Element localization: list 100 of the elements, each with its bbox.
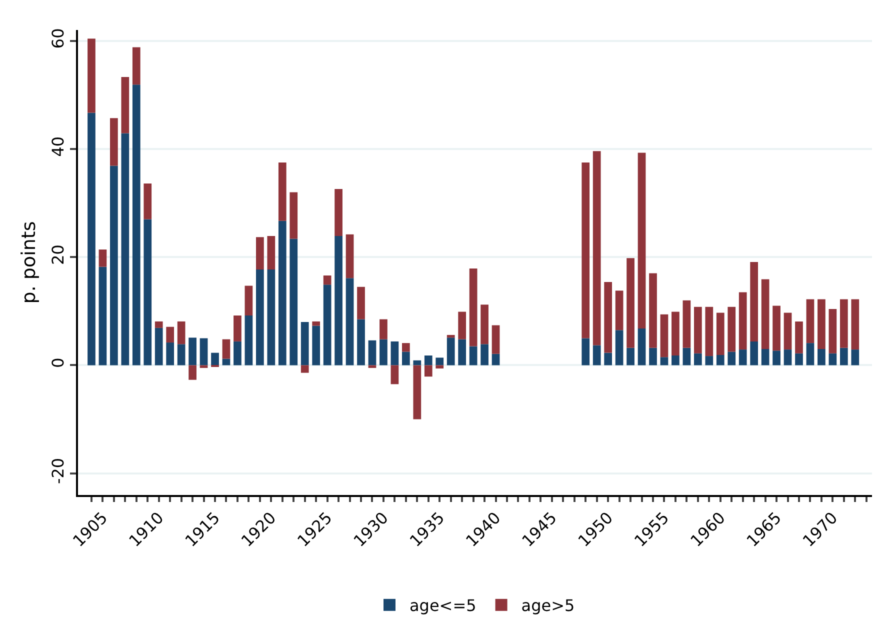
bar [132,84,140,366]
bar [682,300,691,348]
bar [121,77,130,134]
y-tick-label: 20 [48,244,68,265]
bar [626,258,634,348]
bar [592,345,601,366]
bar [604,352,612,366]
bar [121,133,130,366]
bar [357,319,365,366]
bar [402,352,410,366]
bar [660,357,668,366]
bar [380,339,388,366]
bar [144,184,152,220]
bar [728,306,736,352]
bar [469,268,478,346]
y-axis-title: p. points [18,221,40,304]
bar [166,326,174,343]
bar [110,166,118,366]
bar [818,349,826,366]
bar [424,356,432,366]
bar [300,365,309,373]
bar [638,328,646,366]
bar [222,358,230,366]
bar [672,312,680,356]
bar [806,299,814,344]
bar [88,38,96,113]
bar [222,339,230,359]
bar [750,262,758,342]
bar [346,278,354,366]
bar [480,344,488,366]
bar [772,350,780,366]
bar [368,365,376,368]
bar [738,350,747,366]
bar [244,286,253,316]
bar [795,321,803,354]
bar [469,346,478,366]
bar [132,47,140,85]
bar [638,152,646,328]
bar [772,306,780,351]
bar [278,220,286,366]
bar [334,236,342,366]
bar [672,356,680,366]
bar [761,349,770,366]
bar [828,353,837,366]
bar [154,328,163,366]
bar [694,306,702,354]
bar [413,360,422,366]
bar [738,292,747,350]
bar [300,322,309,366]
bar [446,334,455,338]
bar [166,342,174,366]
bar [380,319,388,340]
bar [244,315,253,366]
bar [436,365,444,368]
bar [851,350,860,366]
y-tick-label: 60 [48,28,68,49]
bar [402,343,410,352]
bar [840,299,848,348]
y-tick-label: -20 [48,458,68,484]
bar [390,365,399,384]
bar [458,339,466,366]
bar [716,354,724,366]
bar [368,340,376,366]
bar [649,273,657,348]
bar [436,358,444,366]
bar [840,348,848,366]
bar [705,306,714,356]
bar [188,365,196,380]
bar [446,338,455,366]
bar [582,338,590,366]
bar [177,344,186,366]
bar [694,353,702,366]
bar [323,284,332,366]
bar [154,321,163,328]
bar [267,236,276,270]
bar [682,348,691,366]
bar [200,365,208,368]
bar [795,353,803,366]
bar [784,350,792,366]
bar [211,352,219,366]
bar [592,151,601,346]
bar [346,234,354,278]
bar [98,250,107,267]
bar [144,219,152,366]
legend-label: age>5 [521,596,575,616]
bar [828,309,837,354]
bar [761,279,770,350]
bar [424,365,432,377]
bar [177,321,186,344]
bar [323,275,332,285]
bar [615,290,624,330]
bar [267,270,276,366]
bar [806,343,814,366]
bar [278,162,286,221]
bar [312,321,320,326]
bar [256,270,264,366]
bar [390,341,399,366]
bar [98,266,107,366]
bar [851,299,860,350]
bar [649,348,657,366]
